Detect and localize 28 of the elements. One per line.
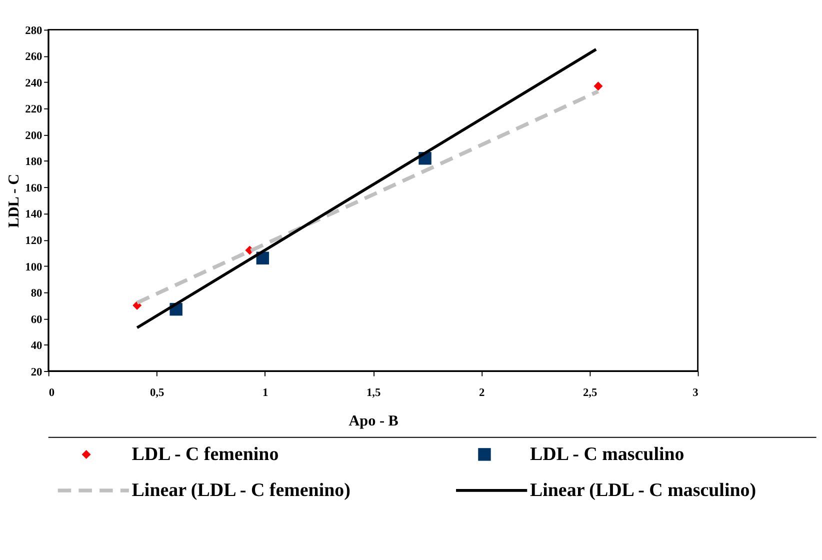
y-tick-label: 280 [25,24,43,37]
x-axis-title: Apo - B [348,412,398,430]
y-tick-label: 20 [30,366,43,378]
x-tick-label: 2,5 [582,387,598,400]
y-tick-label: 120 [25,234,43,247]
x-tick-label: 0,5 [150,387,164,400]
y-tick-label: 160 [25,182,43,194]
y-tick-label: 100 [25,261,43,274]
x-tick-label: 1,5 [366,387,381,400]
legend-label: LDL - C femenino [132,444,279,466]
y-tick-label: 40 [30,340,43,352]
legend-label: Linear (LDL - C femenino) [132,480,350,502]
y-axis-title: LDL - C [5,174,22,228]
x-tick-label: 1 [262,387,268,400]
y-tick-label: 60 [30,314,43,326]
legend-label: LDL - C masculino [530,444,684,466]
y-tick-label: 200 [25,130,43,142]
x-tick-label: 3 [692,387,699,400]
y-tick-label: 140 [25,208,43,221]
x-tick-label: 2 [478,387,485,400]
x-tick-label: 0 [48,387,55,400]
point [594,82,603,91]
y-tick-label: 80 [30,288,43,300]
y-tick-label: 220 [25,104,43,116]
y-tick-label: 260 [25,51,43,64]
y-tick-label: 180 [25,156,43,168]
y-tick-label: 240 [25,77,43,90]
legend-label: Linear (LDL - C masculino) [530,480,756,502]
